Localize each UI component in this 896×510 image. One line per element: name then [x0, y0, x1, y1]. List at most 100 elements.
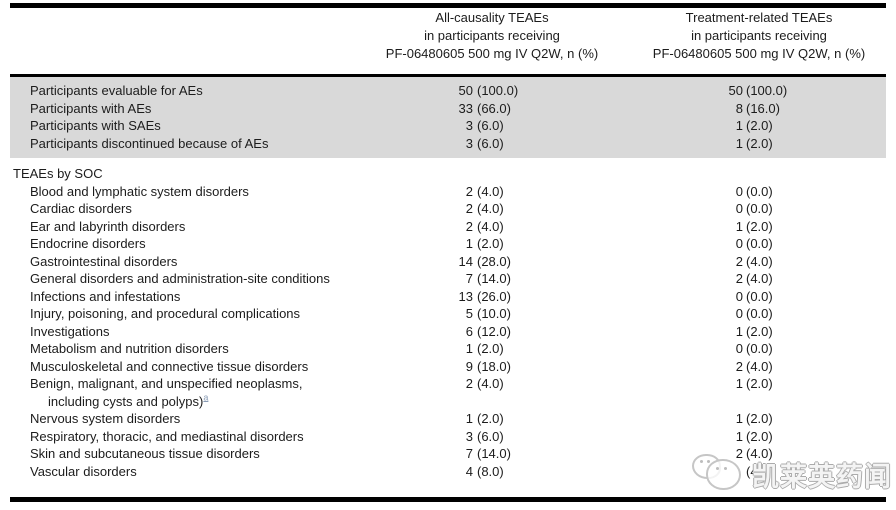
row-label: Benign, malignant, and unspecified neopl…: [30, 376, 303, 391]
header-divider-rule: [10, 74, 886, 77]
table-row: Injury, poisoning, and procedural compli…: [0, 305, 896, 323]
row-label: Metabolism and nutrition disorders: [30, 341, 229, 356]
treatment-related-count: 0: [735, 341, 743, 356]
treatment-related-pct: (0.0): [746, 306, 773, 321]
treatment-related-pct: (4.0): [746, 446, 773, 461]
treatment-related-pct: (2.0): [746, 118, 773, 133]
treatment-related-count: 2: [735, 271, 743, 286]
header-line: Treatment-related TEAEs: [685, 10, 833, 25]
all-causality-pct: (10.0): [477, 306, 511, 321]
row-label: Ear and labyrinth disorders: [30, 218, 186, 234]
treatment-related-pct: (100.0): [746, 83, 788, 98]
all-causality-count: 2: [465, 201, 473, 216]
table-row: Gastrointestinal disorders 14 (28.0) 2 (…: [0, 253, 896, 271]
footnote-a-marker: a: [203, 392, 209, 403]
row-label: Injury, poisoning, and procedural compli…: [30, 306, 301, 321]
soc-section-label: TEAEs by SOC: [13, 166, 103, 181]
row-label: General disorders and administration-sit…: [30, 271, 330, 286]
all-causality-pct: (12.0): [477, 323, 511, 339]
all-causality-pct: (26.0): [477, 288, 511, 304]
all-causality-pct: (14.0): [477, 271, 511, 286]
table-row: Blood and lymphatic system disorders 2 (…: [0, 183, 896, 201]
treatment-related-pct: (0.0): [746, 201, 773, 216]
table-row: Metabolism and nutrition disorders 1 (2.…: [0, 340, 896, 358]
treatment-related-pct: (0.0): [746, 236, 773, 251]
all-causality-count: 3: [465, 428, 473, 444]
table-row: Endocrine disorders 1 (2.0) 0 (0.0): [0, 235, 896, 253]
all-causality-pct: (2.0): [477, 341, 504, 356]
treatment-related-pct: (2.0): [746, 135, 773, 151]
treatment-related-count: 1: [735, 428, 743, 444]
row-label: Blood and lymphatic system disorders: [30, 183, 249, 199]
watermark: 凯莱英药闻: [690, 449, 894, 497]
summary-shaded-band: [10, 77, 886, 158]
table-row: Participants discontinued because of AEs…: [0, 135, 896, 153]
header-line: PF-06480605 500 mg IV Q2W, n (%): [652, 46, 866, 61]
all-causality-count: 3: [465, 135, 473, 151]
row-label: Gastrointestinal disorders: [30, 253, 178, 269]
treatment-related-pct: (2.0): [746, 428, 773, 444]
all-causality-pct: (2.0): [477, 411, 504, 426]
treatment-related-count: 1: [735, 376, 743, 391]
treatment-related-count: 2: [735, 358, 743, 374]
all-causality-pct: (4.0): [477, 376, 504, 391]
table-row: Vascular disorders 4 (8.0) (4: [0, 463, 896, 481]
row-label: Participants with AEs: [30, 100, 152, 116]
all-causality-count: 4: [465, 463, 473, 479]
row-label: Musculoskeletal and connective tissue di…: [30, 358, 309, 374]
treatment-related-pct: (4.0): [746, 253, 773, 269]
header-line: All-causality TEAEs: [435, 10, 549, 25]
row-label: Participants discontinued because of AEs: [30, 135, 269, 151]
treatment-related-count: 0: [735, 288, 743, 304]
table-row: Participants with AEs 33 (66.0) 8 (16.0): [0, 100, 896, 118]
table-row: Ear and labyrinth disorders 2 (4.0) 1 (2…: [0, 218, 896, 236]
treatment-related-count: 1: [735, 118, 743, 133]
all-causality-pct: (6.0): [477, 428, 504, 444]
row-label: Nervous system disorders: [30, 411, 181, 426]
row-label: Participants with SAEs: [30, 118, 161, 133]
table-row: Musculoskeletal and connective tissue di…: [0, 358, 896, 376]
table-top-rule: [10, 3, 886, 8]
all-causality-pct: (100.0): [477, 83, 519, 98]
all-causality-count: 3: [465, 118, 473, 133]
all-causality-count: 6: [465, 323, 473, 339]
treatment-related-pct: (4.0): [746, 358, 773, 374]
table-row-neoplasms: Benign, malignant, and unspecified neopl…: [0, 375, 896, 410]
all-causality-pct: (4.0): [477, 183, 504, 199]
all-causality-pct: (4.0): [477, 201, 504, 216]
table-body: Participants evaluable for AEs 5 0 (100.0…: [0, 82, 896, 480]
all-causality-count: 1: [465, 411, 473, 426]
all-causality-pct: (6.0): [477, 118, 504, 133]
all-causality-pct: (2.0): [477, 236, 504, 251]
treatment-related-count: 0: [735, 306, 743, 321]
treatment-related-count: 2: [735, 446, 743, 461]
all-causality-count: 5: [465, 306, 473, 321]
all-causality-pct: (28.0): [477, 253, 511, 269]
treatment-related-count: 0: [735, 183, 743, 199]
treatment-related-pct: (0.0): [746, 341, 773, 356]
table-row: General disorders and administration-sit…: [0, 270, 896, 288]
treatment-related-pct: (16.0): [746, 100, 780, 116]
all-causality-count: 7: [465, 446, 473, 461]
treatment-related-pct: (4.0): [746, 271, 773, 286]
all-causality-count: 7: [465, 271, 473, 286]
header-line: in participants receiving: [691, 28, 827, 43]
all-causality-count: 2: [465, 218, 473, 234]
treatment-related-count: 2: [735, 253, 743, 269]
treatment-related-count: 1: [735, 218, 743, 234]
column-header-all-causality: All-causality TEAEs in participants rece…: [342, 9, 642, 63]
all-causality-pct: (66.0): [477, 100, 511, 116]
treatment-related-count: 0: [735, 236, 743, 251]
header-line: in participants receiving: [424, 28, 560, 43]
all-causality-count: 1: [465, 341, 473, 356]
row-label: Participants evaluable for AEs: [30, 83, 203, 98]
treatment-related-count: 1: [735, 135, 743, 151]
treatment-related-pct: (2.0): [746, 323, 773, 339]
all-causality-count: 2: [465, 376, 473, 391]
treatment-related-pct: (2.0): [746, 218, 773, 234]
treatment-related-count: 1: [735, 411, 743, 426]
table-row: Infections and infestations 13 (26.0) 0 …: [0, 288, 896, 306]
watermark-text: 凯莱英药闻: [752, 462, 892, 492]
row-label: Skin and subcutaneous tissue disorders: [30, 446, 260, 461]
